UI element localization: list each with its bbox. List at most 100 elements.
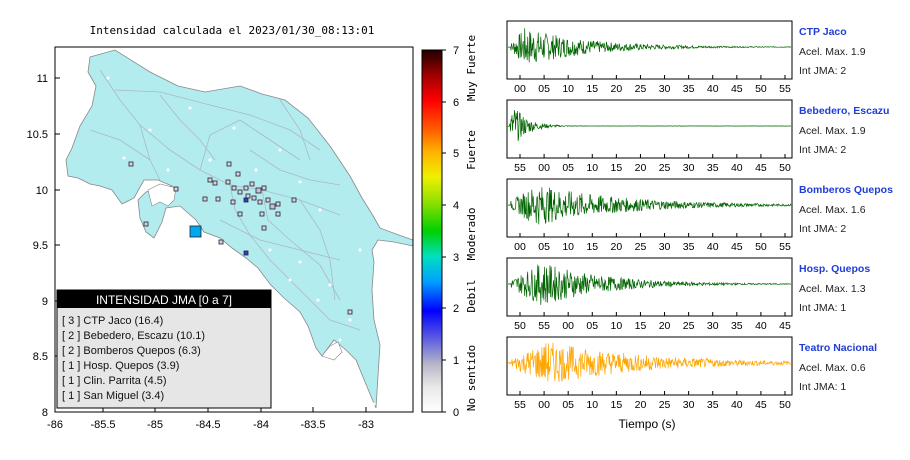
costa-rica-landmass [65, 49, 413, 409]
station-jma-intensity: Int JMA: 2 [799, 65, 846, 77]
station-markers [128, 161, 353, 315]
station-jma-intensity: Int JMA: 1 [799, 381, 846, 393]
colorbar-tick: 0 [453, 407, 459, 419]
map-y-tick: 11 [37, 73, 48, 85]
waveform-x-tick: 05 [538, 241, 550, 253]
waveform-x-tick: 35 [683, 83, 695, 95]
waveform-x-tick: 20 [635, 162, 647, 174]
legend-entry: [ 1 ] Clin. Parrita (4.5) [62, 375, 167, 387]
waveform-x-tick: 25 [683, 320, 695, 332]
colorbar-tick: 7 [453, 45, 459, 57]
waveform-x-tick: 25 [635, 241, 647, 253]
nicoya-gulf-water [147, 183, 177, 207]
waveform-x-tick: 35 [683, 241, 695, 253]
map-y-tick: 10.5 [27, 129, 48, 141]
waveform-x-label: Tiempo (s) [619, 417, 676, 431]
station-jma-intensity: Int JMA: 2 [799, 144, 846, 156]
map-x-tick: -84.5 [195, 419, 220, 431]
legend-entry: [ 1 ] Hosp. Quepos (3.9) [62, 360, 179, 372]
waveform-x-tick: 15 [635, 320, 647, 332]
colorbar-tick: 1 [453, 355, 459, 367]
waveform-panels: 00 05 10 15 20 25 30 35 40 45 50 55 CTP Jaco Acel. Ma… [506, 20, 893, 411]
waveform-x-tick: 05 [538, 83, 550, 95]
waveform-x-tick: 10 [611, 320, 623, 332]
waveform-x-tick: 50 [755, 83, 767, 95]
map-y-tick: 10 [36, 185, 48, 197]
waveform-trace [507, 110, 791, 142]
waveform-x-tick: 10 [586, 162, 598, 174]
legend-entry: [ 2 ] Bomberos Quepos (6.3) [62, 345, 201, 357]
waveform-panel: 00 05 10 15 20 25 30 35 40 45 50 55 Bomberos Quepos A… [506, 178, 893, 253]
map-title: Intensidad calculada el 2023/01/30_08:13… [90, 24, 375, 37]
legend-title: INTENSIDAD JMA [0 a 7] [96, 293, 232, 307]
waveform-panel: 55 00 05 10 15 20 25 30 35 40 45 50 Bebedero, Escazu… [506, 99, 889, 174]
waveform-x-tick: 40 [731, 162, 743, 174]
waveform-x-tick: 45 [755, 162, 767, 174]
waveform-x-tick: 55 [779, 241, 791, 253]
station-jma-intensity: Int JMA: 2 [799, 223, 846, 235]
waveform-x-tick: 40 [707, 241, 719, 253]
station-accel-max: Acel. Max. 1.6 [799, 204, 866, 216]
waveform-x-tick: 25 [659, 162, 671, 174]
waveform-x-tick: 40 [755, 320, 767, 332]
map-x-tick: -84 [253, 419, 269, 431]
waveform-x-tick: 20 [635, 399, 647, 411]
colorbar-class-label: Moderado [465, 208, 478, 261]
legend-entry: [ 2 ] Bebedero, Escazu (10.1) [62, 330, 205, 342]
waveform-x-tick: 00 [514, 83, 526, 95]
station-name: CTP Jaco [799, 26, 847, 38]
waveform-x-tick: 15 [611, 162, 623, 174]
waveform-x-tick: 35 [707, 399, 719, 411]
map-y-tick: 9 [42, 296, 48, 308]
waveform-x-tick: 55 [538, 320, 550, 332]
waveform-panel: 00 05 10 15 20 25 30 35 40 45 50 55 CTP Jaco Acel. Ma… [506, 20, 866, 95]
waveform-x-tick: 20 [611, 241, 623, 253]
waveform-x-tick: 25 [659, 399, 671, 411]
colorbar-tick: 5 [453, 148, 459, 160]
station-name: Bomberos Quepos [799, 184, 893, 196]
colorbar-tick: 6 [453, 97, 459, 109]
waveform-x-tick: 00 [514, 241, 526, 253]
waveform-x-tick: 35 [707, 162, 719, 174]
waveform-x-tick: 45 [755, 399, 767, 411]
map-y-tick: 8 [42, 407, 48, 419]
waveform-x-tick: 55 [514, 162, 526, 174]
waveform-x-tick: 20 [611, 83, 623, 95]
colorbar-tick: 4 [453, 200, 459, 212]
waveform-trace [507, 187, 792, 225]
waveform-x-tick: 05 [562, 399, 574, 411]
colorbar-tick: 2 [453, 303, 459, 315]
waveform-x-tick: 50 [755, 241, 767, 253]
map-x-tick: -83.5 [300, 419, 325, 431]
legend-entry: [ 3 ] CTP Jaco (16.4) [62, 315, 163, 327]
station-accel-max: Acel. Max. 1.3 [799, 283, 866, 295]
waveform-x-tick: 00 [562, 320, 574, 332]
station-accel-max: Acel. Max. 1.9 [799, 125, 866, 137]
waveform-x-tick: 10 [562, 83, 574, 95]
waveform-x-tick: 55 [514, 399, 526, 411]
station-accel-max: Acel. Max. 0.6 [799, 362, 866, 374]
intensity-legend: INTENSIDAD JMA [0 a 7] [ 3 ] CTP Jaco (1… [56, 289, 272, 409]
waveform-x-tick: 15 [586, 83, 598, 95]
waveform-x-tick: 40 [707, 83, 719, 95]
waveform-x-tick: 10 [586, 399, 598, 411]
waveform-panel: 50 55 00 05 10 15 20 25 30 35 40 45 Hosp. Quepos Acel… [506, 257, 870, 332]
waveform-x-tick: 50 [779, 399, 791, 411]
station-jma-intensity: Int JMA: 1 [799, 302, 846, 314]
waveform-x-tick: 30 [707, 320, 719, 332]
waveform-x-tick: 45 [731, 83, 743, 95]
colorbar-class-label: Fuerte [465, 130, 478, 170]
waveform-x-tick: 15 [611, 399, 623, 411]
waveform-x-tick: 05 [586, 320, 598, 332]
map-y-tick: 9.5 [33, 240, 48, 252]
waveform-x-tick: 50 [514, 320, 526, 332]
intensity-colorbar: 0 1 2 3 4 5 6 7 No sentido Debil Moderad… [421, 35, 478, 419]
map-y-tick: 8.5 [33, 351, 48, 363]
waveform-x-tick: 20 [659, 320, 671, 332]
station-name: Teatro Nacional [799, 342, 877, 354]
waveform-x-tick: 40 [731, 399, 743, 411]
town-markers [106, 76, 376, 406]
map-x-tick: -85.5 [90, 419, 115, 431]
waveform-x-tick: 00 [538, 162, 550, 174]
